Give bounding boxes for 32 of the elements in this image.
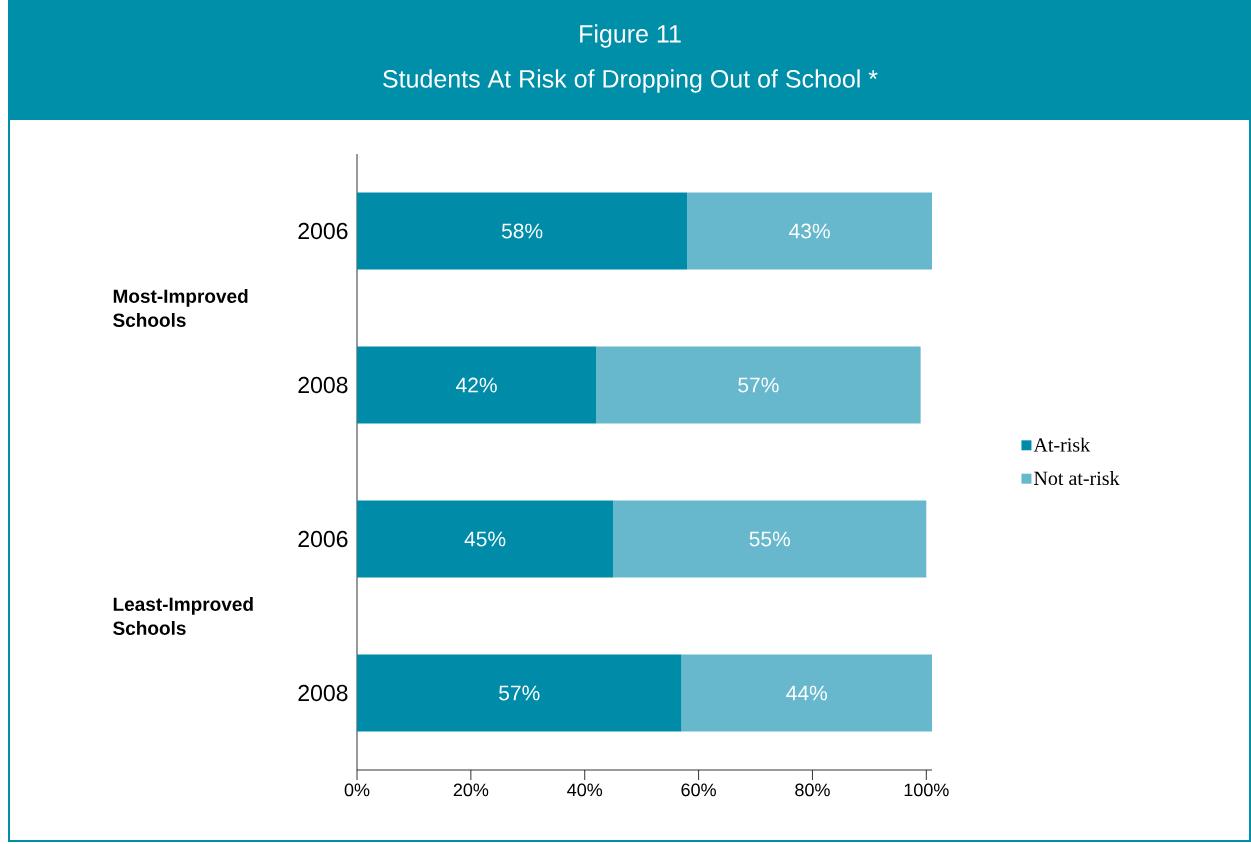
x-tick-label: 60% — [681, 783, 716, 797]
y-tick-label: 2006 — [298, 222, 348, 240]
data-label: 42% — [456, 377, 497, 393]
text: Most-Improved Schools — [113, 289, 248, 327]
data-label: 58% — [501, 223, 543, 239]
data-label: 45% — [464, 531, 506, 547]
bar — [596, 346, 921, 424]
data-label: 57% — [499, 685, 540, 701]
legend-label: Not at-risk — [1034, 471, 1120, 486]
x-tick-label: 80% — [795, 783, 830, 797]
bar — [681, 654, 933, 732]
bar — [357, 346, 597, 424]
data-label: 57% — [738, 377, 779, 393]
bar — [357, 500, 614, 578]
data-label: 43% — [789, 223, 830, 239]
y-tick-label: 2008 — [298, 376, 348, 394]
bar — [687, 192, 933, 270]
chart-title: Figure 11 — [580, 24, 681, 48]
data-label: 55% — [749, 531, 791, 547]
x-tick-label: 20% — [453, 783, 489, 797]
text: Least-Improved Schools — [113, 597, 253, 635]
data-label: 44% — [786, 685, 828, 701]
x-tick-label: 40% — [567, 783, 603, 797]
chart-subtitle: Students At Risk of Dropping Out of School * — [383, 69, 878, 93]
bar — [357, 192, 688, 270]
legend-label: At-risk — [1033, 437, 1091, 452]
bar — [613, 500, 927, 578]
x-tick-label: 100% — [904, 783, 949, 797]
y-tick-label: 2006 — [298, 530, 348, 548]
y-tick-label: 2008 — [298, 684, 348, 702]
x-tick-label: 0% — [344, 783, 370, 797]
bar — [357, 654, 682, 732]
